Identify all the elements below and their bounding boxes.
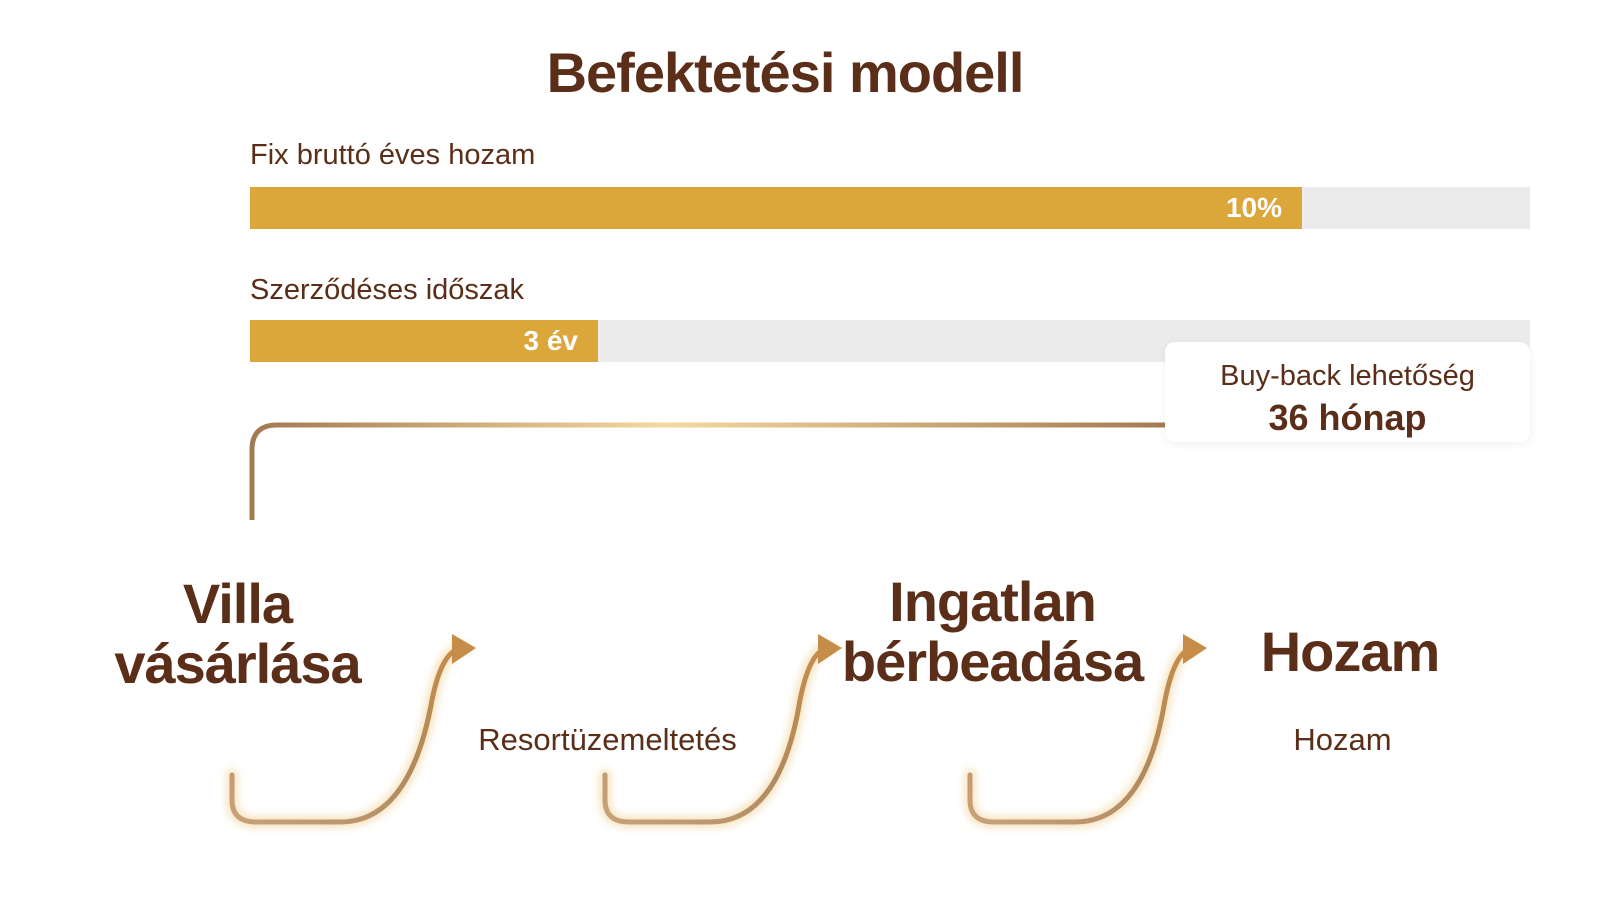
bar-fill: 10% (250, 187, 1302, 229)
bar-fill: 3 év (250, 320, 598, 362)
step-caption: Hozam (1293, 722, 1392, 757)
flow-arrows (226, 642, 1199, 828)
buyback-line (249, 422, 1170, 520)
step-title: Ingatlan bérbeadása (841, 570, 1144, 693)
title: Befektetési modell (546, 41, 1025, 104)
callout-label: Buy-back lehetőség (1220, 360, 1475, 392)
bar-label: Fix bruttó éves hozam (250, 139, 536, 171)
callout: Buy-back lehetőség 36 hónap (1165, 342, 1530, 442)
bar-label: Szerződéses időszak (250, 274, 525, 306)
step-caption: Resortüzemeltetés (478, 722, 737, 757)
step-title: Hozam (1260, 620, 1441, 683)
callout-value: 36 hónap (1268, 397, 1427, 438)
step-title: Villa vásárlása (114, 572, 361, 695)
arrow-heads (452, 634, 1207, 664)
bar-track: 10% (250, 187, 1530, 229)
